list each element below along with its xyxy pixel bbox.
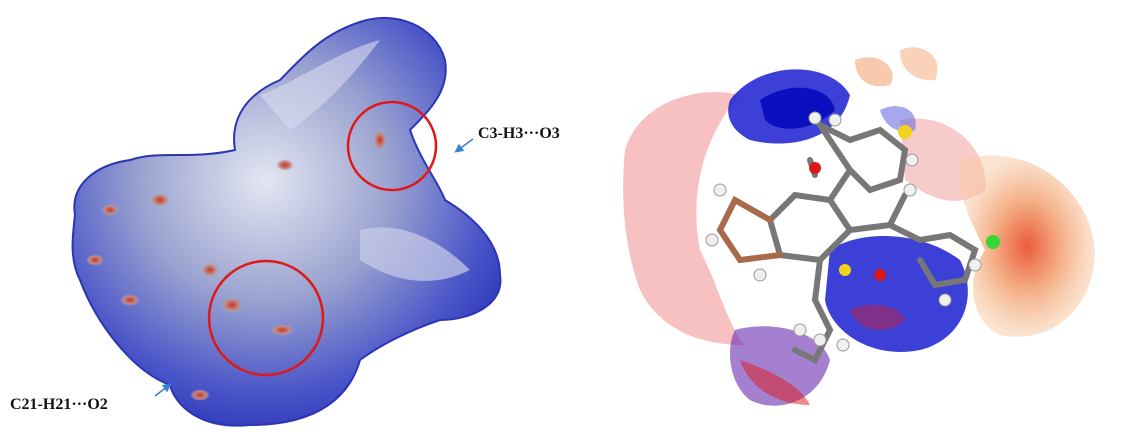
hirshfeld-surface bbox=[73, 18, 501, 426]
contact-label: C3-H3···O3 bbox=[478, 125, 560, 142]
contact-label: C21-H21···O2 bbox=[10, 396, 108, 413]
page: C3-H3···O3 C21-H21···O2 bbox=[0, 0, 1132, 436]
interaction-surface bbox=[623, 47, 1095, 405]
figure: C3-H3···O3 C21-H21···O2 bbox=[0, 0, 1132, 436]
